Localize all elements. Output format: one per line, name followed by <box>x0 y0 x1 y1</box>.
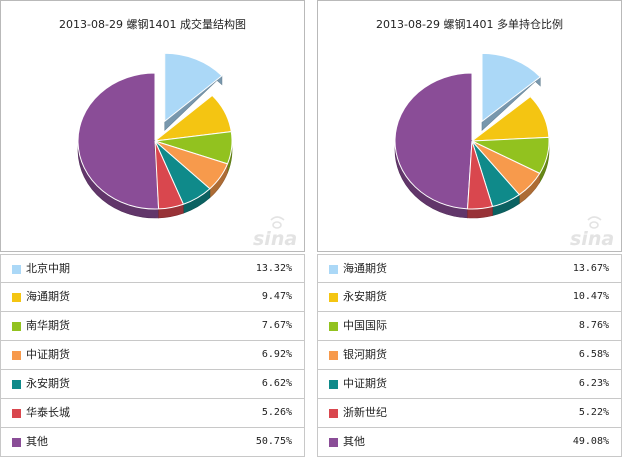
legend-row: 华泰长城 5.26% <box>0 399 305 428</box>
legend-label: 中国国际 <box>343 319 387 332</box>
legend-swatch <box>329 265 338 274</box>
legend-swatch <box>329 438 338 447</box>
legend-row: 其他 50.75% <box>0 428 305 457</box>
legend-swatch <box>329 409 338 418</box>
legend-row: 浙新世纪 5.22% <box>317 399 622 428</box>
legend-label: 浙新世纪 <box>343 406 387 419</box>
legend-percentage: 7.67% <box>261 320 292 331</box>
legend-row: 永安期货 10.47% <box>317 283 622 312</box>
chart-title: 2013-08-29 螺钢1401 多单持仓比例 <box>376 18 563 31</box>
right-chart-panel: 2013-08-29 螺钢1401 多单持仓比例 sina 海通期货 13.67%… <box>317 0 622 457</box>
pie-slice <box>164 52 223 131</box>
legend-label: 南华期货 <box>26 319 70 332</box>
legend-swatch <box>329 293 338 302</box>
pie-chart <box>77 52 233 219</box>
legend-swatch <box>12 265 21 274</box>
legend-row: 海通期货 13.67% <box>317 254 622 283</box>
pie-slice <box>466 140 494 219</box>
legend-percentage: 6.23% <box>578 378 609 389</box>
legend-percentage: 9.47% <box>261 291 292 302</box>
legend-percentage: 13.32% <box>255 263 292 274</box>
legend-label: 海通期货 <box>343 262 387 275</box>
legend-swatch <box>329 322 338 331</box>
legend-swatch <box>12 380 21 389</box>
legend-percentage: 5.26% <box>261 407 292 418</box>
sina-logo-icon: sina <box>253 216 297 249</box>
legend-label: 其他 <box>343 435 365 448</box>
legend-row: 永安期货 6.62% <box>0 370 305 399</box>
legend-percentage: 50.75% <box>255 436 292 447</box>
legend-label: 中证期货 <box>26 348 70 361</box>
legend-label: 海通期货 <box>26 290 70 303</box>
legend-label: 中证期货 <box>343 377 387 390</box>
legend-row: 北京中期 13.32% <box>0 254 305 283</box>
legend-row: 银河期货 6.58% <box>317 341 622 370</box>
legend-percentage: 13.67% <box>572 263 609 274</box>
legend-label: 北京中期 <box>26 262 70 275</box>
legend-swatch <box>12 409 21 418</box>
pie-slice <box>77 72 160 219</box>
legend-label: 永安期货 <box>26 377 70 390</box>
legend-swatch <box>12 351 21 360</box>
legend-table: 北京中期 13.32% 海通期货 9.47% 南华期货 7.67% 中证期货 6.92% 永安期… <box>0 254 305 457</box>
chart-title: 2013-08-29 螺钢1401 成交量结构图 <box>59 18 246 31</box>
sina-logo-icon: sina <box>570 216 614 249</box>
pie-chart <box>394 52 550 219</box>
legend-percentage: 10.47% <box>572 291 609 302</box>
legend-percentage: 5.22% <box>578 407 609 418</box>
legend-percentage: 8.76% <box>578 320 609 331</box>
legend-row: 海通期货 9.47% <box>0 283 305 312</box>
legend-swatch <box>12 293 21 302</box>
legend-row: 中国国际 8.76% <box>317 312 622 341</box>
legend-percentage: 6.62% <box>261 378 292 389</box>
svg-text:sina: sina <box>570 228 614 249</box>
legend-percentage: 6.92% <box>261 349 292 360</box>
legend-percentage: 6.58% <box>578 349 609 360</box>
legend-label: 银河期货 <box>343 348 387 361</box>
legend-label: 永安期货 <box>343 290 387 303</box>
legend-row: 其他 49.08% <box>317 428 622 457</box>
svg-text:sina: sina <box>253 228 297 249</box>
pie-slice <box>481 52 542 132</box>
left-chart-panel: 2013-08-29 螺钢1401 成交量结构图 sina 北京中期 13.32%… <box>0 0 305 457</box>
pie-slice <box>154 140 211 214</box>
legend-row: 南华期货 7.67% <box>0 312 305 341</box>
legend-label: 其他 <box>26 435 48 448</box>
legend-label: 华泰长城 <box>26 406 70 419</box>
legend-row: 中证期货 6.92% <box>0 341 305 370</box>
legend-swatch <box>329 351 338 360</box>
pie-chart-container: 2013-08-29 螺钢1401 成交量结构图 sina <box>0 0 305 252</box>
legend-swatch <box>329 380 338 389</box>
legend-swatch <box>12 322 21 331</box>
pie-slice <box>394 72 473 219</box>
legend-table: 海通期货 13.67% 永安期货 10.47% 中国国际 8.76% 银河期货 6.58% 中证… <box>317 254 622 457</box>
legend-swatch <box>12 438 21 447</box>
pie-chart-container: 2013-08-29 螺钢1401 多单持仓比例 sina <box>317 0 622 252</box>
legend-row: 中证期货 6.23% <box>317 370 622 399</box>
legend-percentage: 49.08% <box>572 436 609 447</box>
pie-slice <box>154 140 185 219</box>
